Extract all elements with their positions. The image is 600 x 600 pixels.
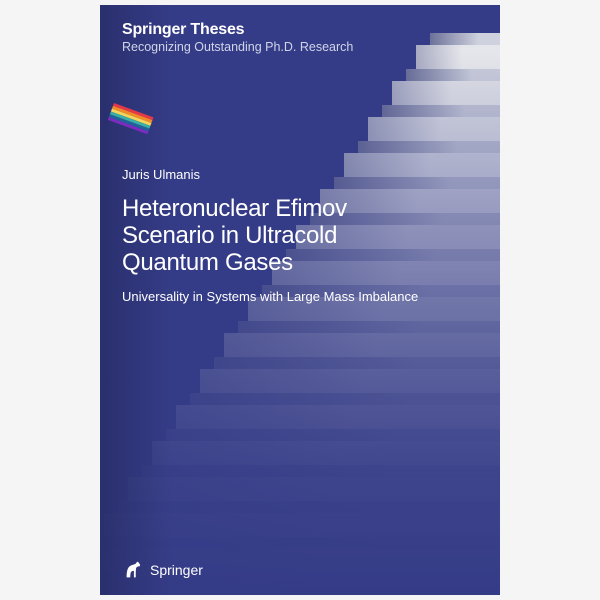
springer-horse-icon <box>122 559 144 581</box>
book-cover: Springer Theses Recognizing Outstanding … <box>100 5 500 595</box>
series-header: Springer Theses Recognizing Outstanding … <box>122 21 478 54</box>
page-background: Springer Theses Recognizing Outstanding … <box>0 0 600 600</box>
publisher-block: Springer <box>122 559 203 581</box>
series-title: Springer Theses <box>122 21 478 39</box>
book-title: Heteronuclear Efimov Scenario in Ultraco… <box>122 196 440 277</box>
author-name: Juris Ulmanis <box>122 167 440 182</box>
publisher-name: Springer <box>150 562 203 578</box>
title-block: Juris Ulmanis Heteronuclear Efimov Scena… <box>122 167 440 305</box>
series-tagline: Recognizing Outstanding Ph.D. Research <box>122 40 478 54</box>
book-subtitle: Universality in Systems with Large Mass … <box>122 289 440 305</box>
